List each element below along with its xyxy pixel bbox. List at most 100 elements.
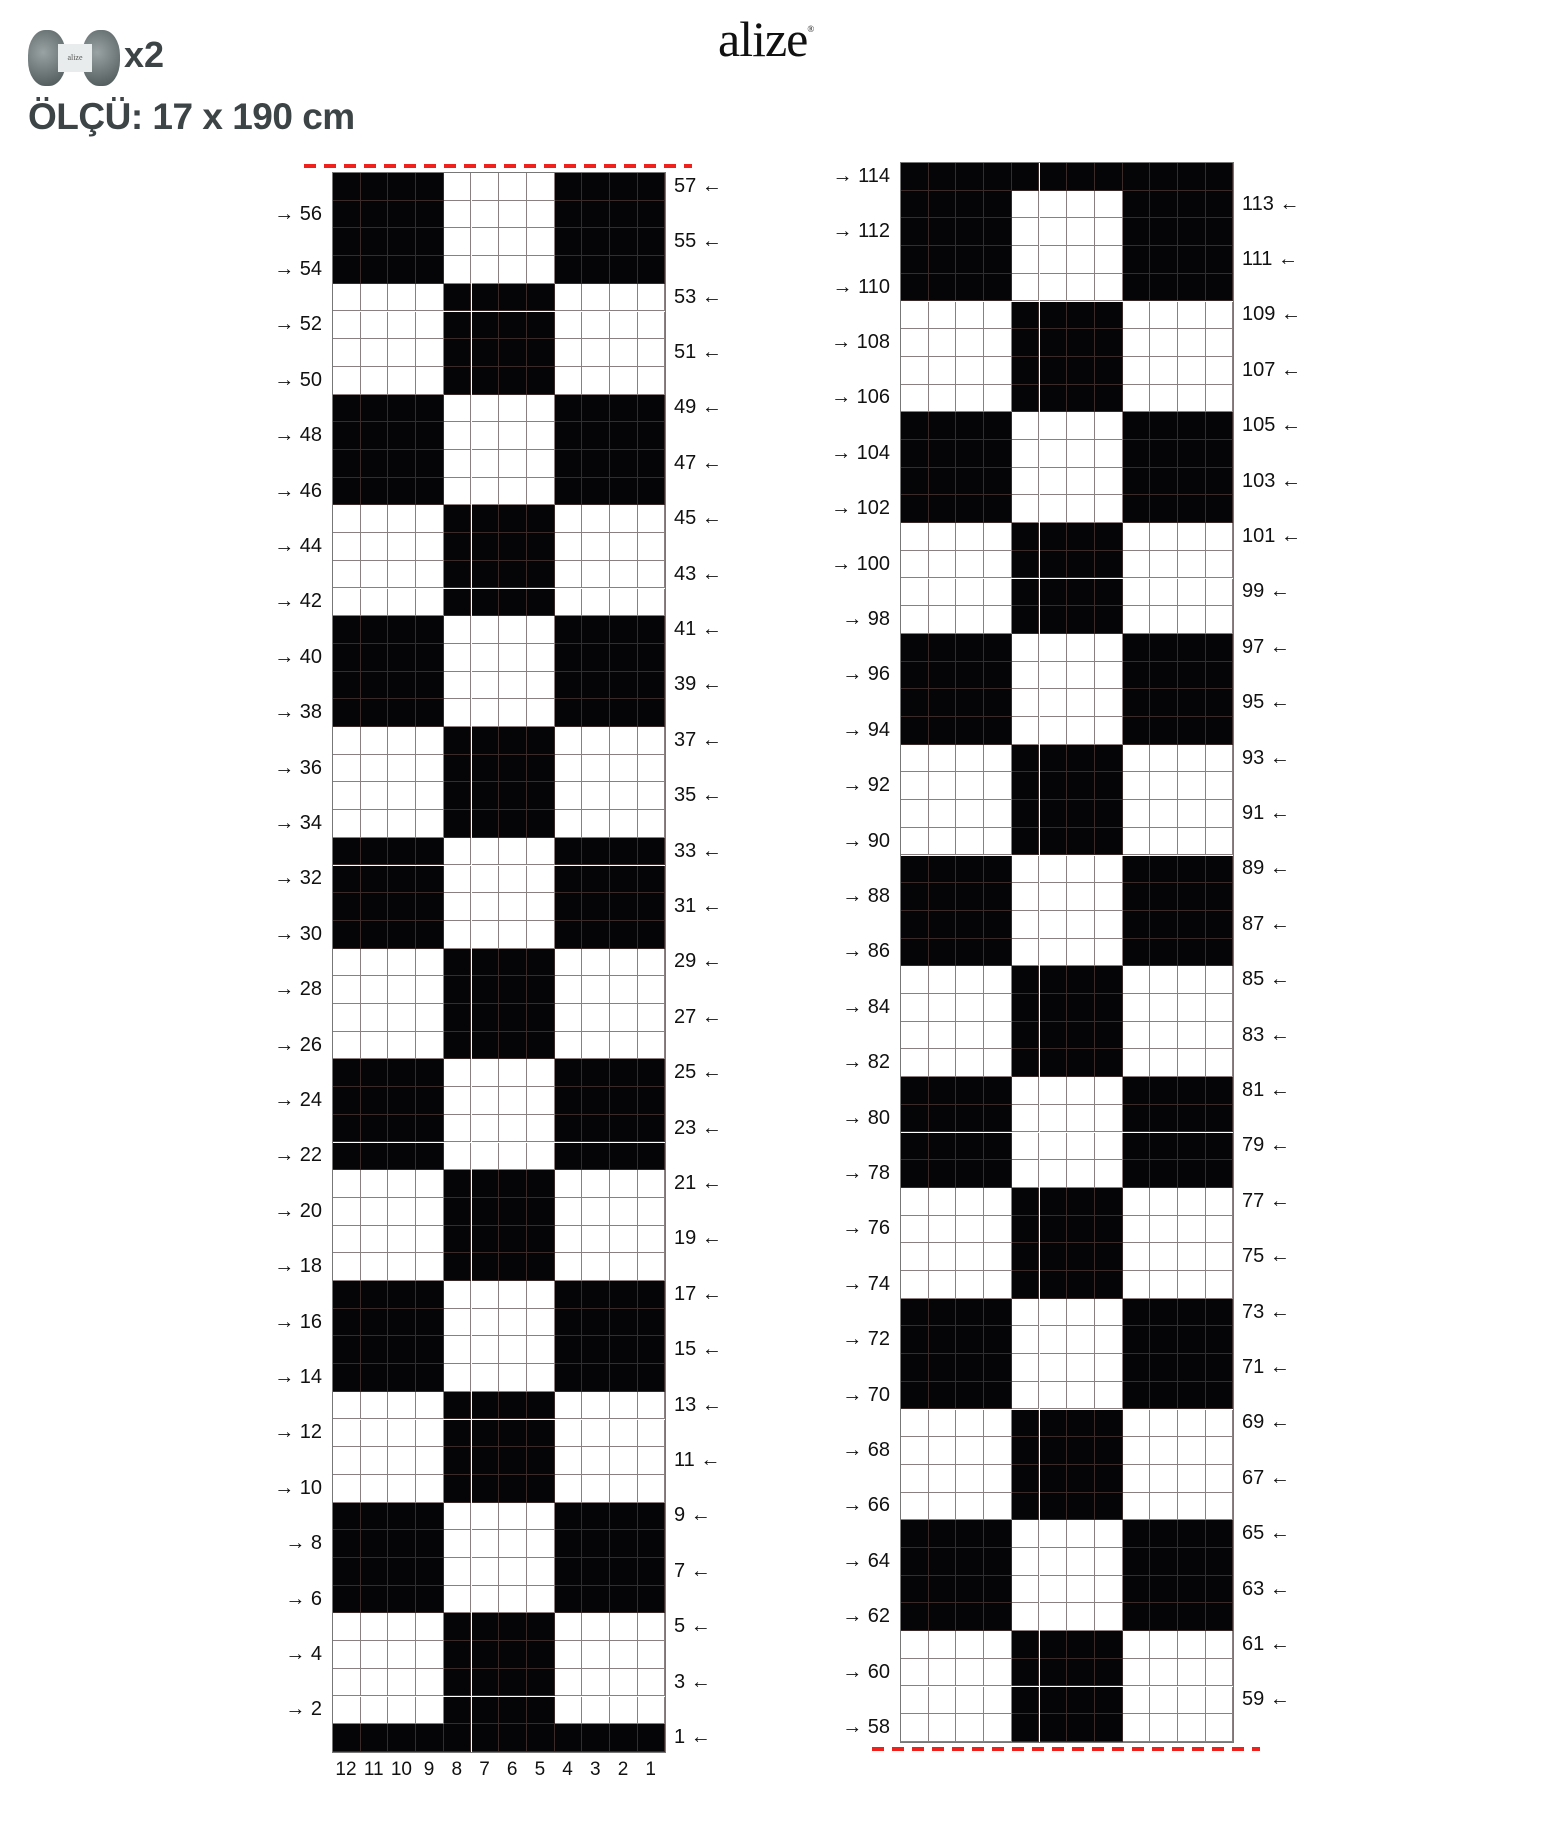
chart-cell xyxy=(1039,606,1068,634)
chart-cell xyxy=(443,1502,472,1531)
row-number: 59 xyxy=(1242,1688,1265,1711)
row-number: 9 xyxy=(674,1504,686,1527)
chart-cell xyxy=(901,800,929,828)
chart-cell xyxy=(1094,1215,1123,1244)
chart-cell xyxy=(637,1142,666,1171)
chart-cell xyxy=(610,505,638,534)
chart-cell xyxy=(554,782,583,811)
chart-cell xyxy=(610,837,638,866)
chart-cell xyxy=(1067,1603,1095,1632)
chart-cell xyxy=(333,893,361,921)
chart-cell xyxy=(416,1530,444,1558)
chart-cell xyxy=(333,1225,361,1254)
chart-cell xyxy=(526,1059,555,1088)
chart-cell xyxy=(360,671,389,700)
row-number: 82 xyxy=(867,1051,890,1074)
chart-cell xyxy=(1011,827,1040,856)
chart-cell xyxy=(360,1613,389,1642)
chart-cell xyxy=(471,1724,500,1752)
chart-cell xyxy=(1067,1326,1095,1355)
chart-cell xyxy=(1067,855,1095,884)
chart-cell xyxy=(443,256,472,284)
chart-cell xyxy=(333,837,361,866)
chart-cell xyxy=(610,1585,638,1614)
chart-cell xyxy=(901,467,929,496)
chart-cell xyxy=(901,606,929,634)
arrow-left-icon: ← xyxy=(701,285,722,308)
chart-cell xyxy=(554,810,583,838)
chart-cell xyxy=(1039,1132,1068,1161)
chart-cell xyxy=(582,1308,610,1337)
chart-cell xyxy=(416,1613,444,1642)
chart-cell xyxy=(360,616,389,644)
chart-cell xyxy=(1094,633,1123,662)
arrow-left-icon: ← xyxy=(701,784,722,807)
chart-cell xyxy=(956,1187,985,1216)
chart-cell xyxy=(1122,1575,1151,1604)
chart-cell xyxy=(499,782,527,811)
chart-cell xyxy=(1205,1492,1234,1521)
chart-cell xyxy=(956,1464,985,1493)
arrow-right-icon: → xyxy=(842,1272,863,1295)
chart-cell xyxy=(1178,273,1206,302)
row-number: 21 xyxy=(674,1172,697,1195)
chart-cell xyxy=(333,339,361,367)
chart-cell xyxy=(1150,994,1178,1022)
chart-cell xyxy=(928,1104,957,1133)
chart-cell xyxy=(1039,1714,1068,1742)
chart-cell xyxy=(1094,1298,1123,1327)
chart-cell xyxy=(443,837,472,866)
chart-cell xyxy=(1094,190,1123,219)
chart-cell xyxy=(1122,1215,1151,1244)
chart-cell xyxy=(416,976,444,1004)
chart-cell xyxy=(1178,661,1206,690)
chart-cell xyxy=(1178,1437,1206,1465)
row-label-left: → 2 xyxy=(285,1699,322,1719)
chart-cell xyxy=(1122,246,1151,274)
chart-cell xyxy=(1178,1575,1206,1604)
chart-cell xyxy=(582,1724,610,1752)
chart-cell xyxy=(928,273,957,302)
chart-cell xyxy=(582,920,610,949)
chart-cell xyxy=(582,1087,610,1115)
chart-cell xyxy=(901,661,929,690)
chart-cell xyxy=(388,1558,417,1586)
row-label-left: → 78 xyxy=(842,1163,890,1183)
chart-cell xyxy=(956,938,985,967)
chart-cell xyxy=(928,1271,957,1299)
chart-cell xyxy=(1067,1631,1095,1659)
chart-cell xyxy=(388,1502,417,1531)
chart-cell xyxy=(333,1059,361,1088)
chart-cell xyxy=(637,810,666,838)
chart-cell xyxy=(637,1059,666,1088)
chart-cell xyxy=(471,1502,500,1531)
row-label-right: 37 ← xyxy=(674,730,722,750)
chart-cell xyxy=(1011,772,1040,801)
chart-cell xyxy=(416,1253,444,1281)
row-label-left: → 24 xyxy=(274,1090,322,1110)
chart-cell xyxy=(471,1585,500,1614)
chart-cell xyxy=(984,273,1012,302)
chart-cell xyxy=(554,450,583,478)
chart-cell xyxy=(901,1077,929,1105)
chart-cell xyxy=(1122,1658,1151,1687)
chart-cell xyxy=(1205,1575,1234,1604)
chart-cell xyxy=(1067,744,1095,773)
chart-cell xyxy=(928,301,957,330)
chart-cell xyxy=(1178,1686,1206,1715)
chart-cell xyxy=(554,948,583,977)
chart-cell xyxy=(1039,800,1068,828)
chart-cell xyxy=(499,1197,527,1226)
chart-cell xyxy=(1205,994,1234,1022)
chart-cell xyxy=(928,218,957,247)
chart-cell xyxy=(443,200,472,229)
chart-cell xyxy=(984,1686,1012,1715)
chart-cell xyxy=(956,744,985,773)
cut-line xyxy=(304,164,692,168)
row-number: 66 xyxy=(867,1494,890,1517)
row-number: 94 xyxy=(867,718,890,741)
chart-cell xyxy=(610,699,638,727)
chart-cell xyxy=(1067,606,1095,634)
chart-cell xyxy=(637,1170,666,1198)
chart-cell xyxy=(471,477,500,506)
